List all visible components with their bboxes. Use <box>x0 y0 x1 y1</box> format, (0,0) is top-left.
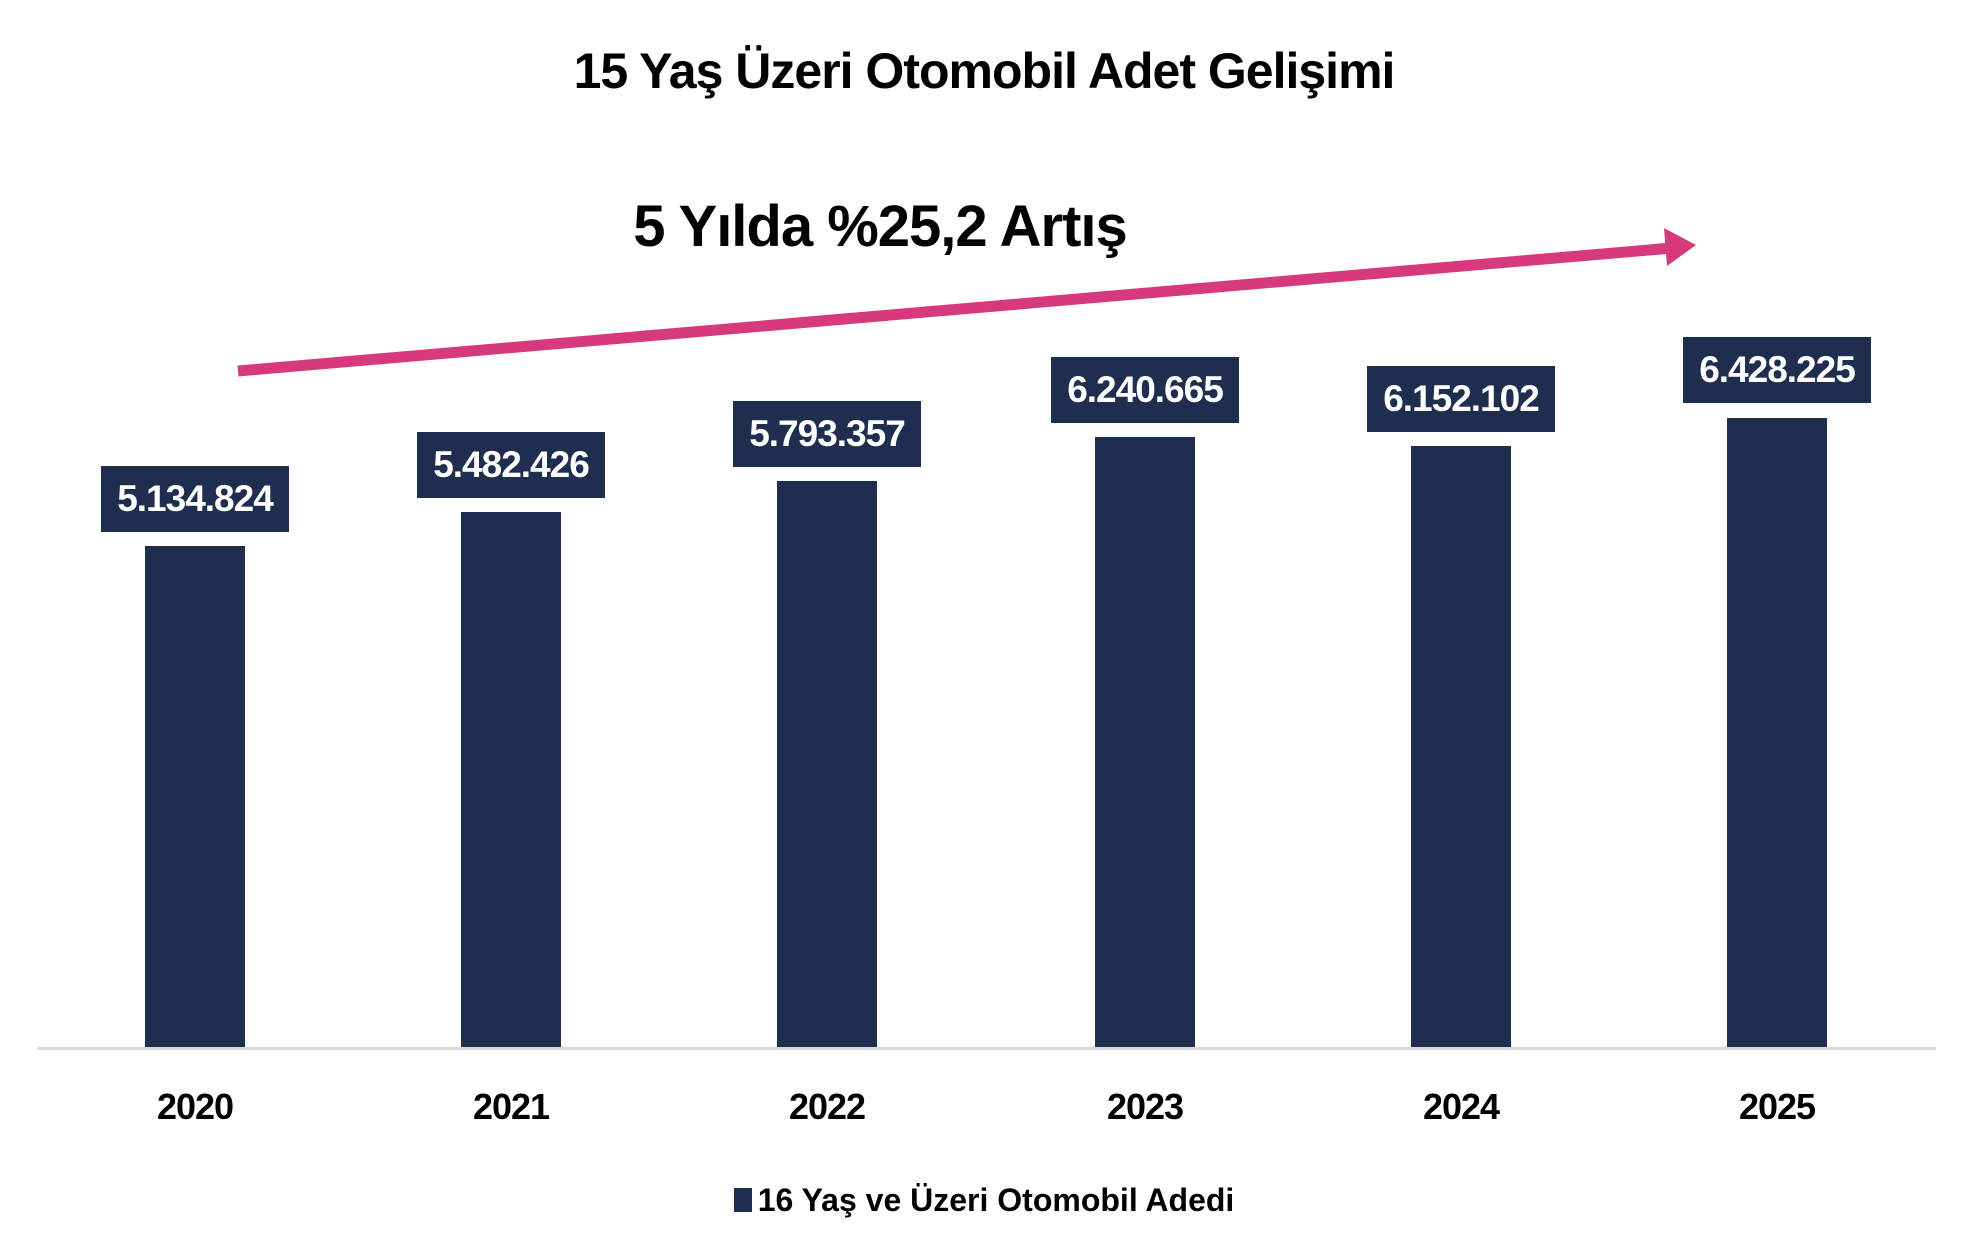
data-label-2023: 6.240.665 <box>1051 357 1239 423</box>
legend-swatch-icon <box>733 1187 752 1212</box>
data-label-2024: 6.152.102 <box>1367 366 1555 432</box>
x-label-2024: 2024 <box>1422 1086 1500 1127</box>
bar-2021 <box>461 512 561 1048</box>
data-label-2021: 5.482.426 <box>417 432 605 498</box>
legend: 16 Yaş ve Üzeri Otomobil Adedi <box>0 1182 1968 1219</box>
bar-2024 <box>1411 446 1511 1048</box>
growth-annotation: 5 Yılda %25,2 Artış <box>633 194 1128 259</box>
bar-2022 <box>777 481 877 1048</box>
bar-2023 <box>1095 437 1195 1048</box>
data-label-2022: 5.793.357 <box>733 401 921 467</box>
bar-2020 <box>145 546 245 1048</box>
x-label-2020: 2020 <box>156 1086 234 1127</box>
chart-title: 15 Yaş Üzeri Otomobil Adet Gelişimi <box>573 43 1396 99</box>
x-axis-line <box>38 1047 1936 1050</box>
data-label-2025: 6.428.225 <box>1683 337 1871 403</box>
x-label-2022: 2022 <box>788 1086 866 1127</box>
x-label-2025: 2025 <box>1738 1086 1816 1127</box>
bar-2025 <box>1727 418 1827 1048</box>
legend-label: 16 Yaş ve Üzeri Otomobil Adedi <box>757 1182 1235 1218</box>
data-label-2020: 5.134.824 <box>101 466 289 532</box>
x-label-2021: 2021 <box>472 1086 550 1127</box>
x-label-2023: 2023 <box>1106 1086 1184 1127</box>
